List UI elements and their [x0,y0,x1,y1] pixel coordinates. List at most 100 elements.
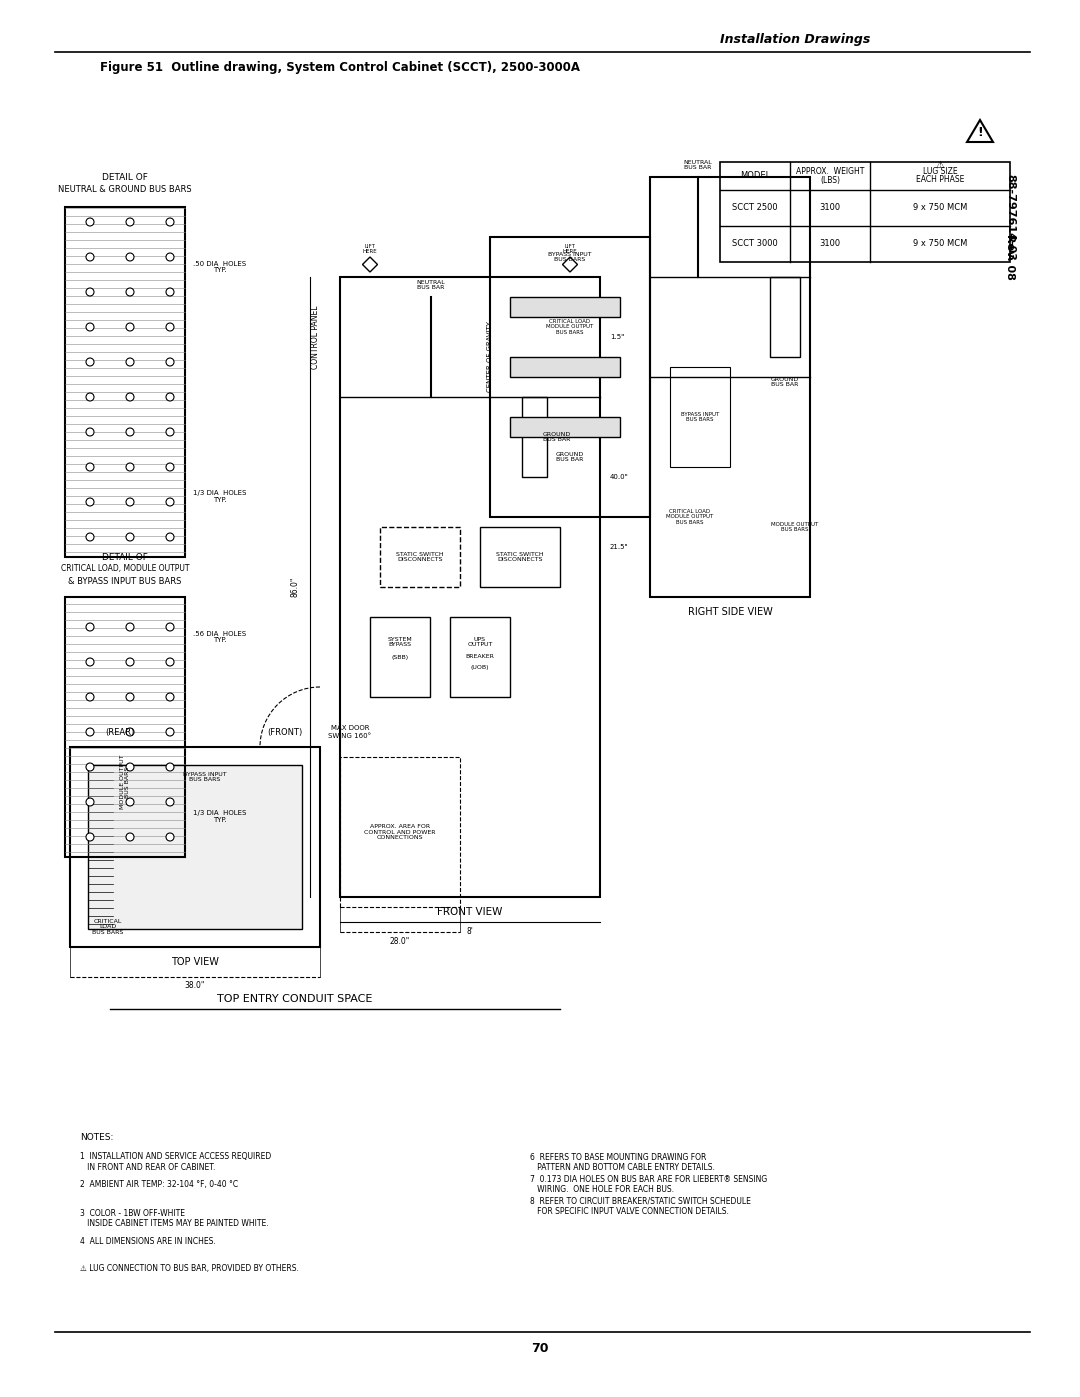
Text: MAX DOOR
SWING 160°: MAX DOOR SWING 160° [328,725,372,739]
Circle shape [166,323,174,331]
Circle shape [86,534,94,541]
Text: BREAKER: BREAKER [465,655,495,659]
Text: 3  COLOR - 1BW OFF-WHITE: 3 COLOR - 1BW OFF-WHITE [80,1208,185,1218]
Circle shape [166,393,174,401]
Bar [522,397,546,476]
Text: FOR SPECIFIC INPUT VALVE CONNECTION DETAILS.: FOR SPECIFIC INPUT VALVE CONNECTION DETA… [530,1207,729,1215]
Text: RIGHT SIDE VIEW: RIGHT SIDE VIEW [688,608,772,617]
Text: INSIDE CABINET ITEMS MAY BE PAINTED WHITE.: INSIDE CABINET ITEMS MAY BE PAINTED WHIT… [80,1218,269,1228]
Text: (FRONT): (FRONT) [268,728,302,736]
Text: 40.0": 40.0" [610,474,629,481]
Circle shape [86,358,94,366]
Circle shape [86,462,94,471]
Text: EACH PHASE: EACH PHASE [916,176,964,184]
Text: SCCT 2500: SCCT 2500 [732,204,778,212]
Bar [770,277,800,358]
Bar [510,416,620,437]
Circle shape [166,798,174,806]
Text: 1/3 DIA  HOLES
TYP.: 1/3 DIA HOLES TYP. [193,810,246,823]
Circle shape [86,693,94,701]
Text: PATTERN AND BOTTOM CABLE ENTRY DETAILS.: PATTERN AND BOTTOM CABLE ENTRY DETAILS. [530,1162,715,1172]
Text: 1.5": 1.5" [610,334,624,339]
Text: 3100: 3100 [820,204,840,212]
Text: DETAIL OF: DETAIL OF [103,172,148,182]
Text: CRITICAL LOAD
MODULE OUTPUT
BUS BARS: CRITICAL LOAD MODULE OUTPUT BUS BARS [666,509,714,525]
Text: DETAIL OF: DETAIL OF [103,552,148,562]
Text: (LBS): (LBS) [820,176,840,184]
Text: IN FRONT AND REAR OF CABINET.: IN FRONT AND REAR OF CABINET. [80,1162,215,1172]
Circle shape [86,833,94,841]
Text: BYPASS INPUT
BUS BARS: BYPASS INPUT BUS BARS [184,771,227,782]
Circle shape [86,763,94,771]
Bar [490,237,650,517]
Bar [340,277,600,897]
Circle shape [126,358,134,366]
Text: (SBB): (SBB) [391,655,408,659]
Text: 3100: 3100 [820,239,840,249]
Bar [380,527,460,587]
Circle shape [86,623,94,631]
Text: 28.0": 28.0" [390,937,410,947]
Text: APPROX.  WEIGHT: APPROX. WEIGHT [796,168,864,176]
Circle shape [166,497,174,506]
Text: UPS
OUTPUT: UPS OUTPUT [468,637,492,647]
Text: CRITICAL LOAD, MODULE OUTPUT: CRITICAL LOAD, MODULE OUTPUT [60,564,189,574]
Circle shape [86,497,94,506]
Bar [65,597,185,856]
Text: Rev. 08: Rev. 08 [1005,235,1015,279]
Text: Installation Drawings: Installation Drawings [719,32,870,46]
Text: TOP VIEW: TOP VIEW [171,957,219,967]
Text: FRONT VIEW: FRONT VIEW [437,907,502,916]
Bar [670,367,730,467]
Bar [510,358,620,377]
Text: CENTER OF GRAVITY: CENTER OF GRAVITY [487,321,492,393]
Bar [650,177,810,597]
Circle shape [86,218,94,226]
Text: (UOB): (UOB) [471,665,489,669]
Bar [70,747,320,947]
Text: SYSTEM
BYPASS: SYSTEM BYPASS [388,637,413,647]
Circle shape [166,288,174,296]
Text: BYPASS INPUT
BUS BARS: BYPASS INPUT BUS BARS [680,412,719,422]
Circle shape [166,833,174,841]
Text: GROUND
BUS BAR: GROUND BUS BAR [771,377,799,387]
Circle shape [126,763,134,771]
Text: 1  INSTALLATION AND SERVICE ACCESS REQUIRED: 1 INSTALLATION AND SERVICE ACCESS REQUIR… [80,1153,271,1161]
Text: 9 x 750 MCM: 9 x 750 MCM [913,204,968,212]
Circle shape [126,462,134,471]
Circle shape [166,427,174,436]
Text: LIFT
HERE: LIFT HERE [363,243,377,254]
Text: .50 DIA  HOLES
TYP.: .50 DIA HOLES TYP. [193,260,246,274]
Circle shape [86,658,94,666]
Text: TOP ENTRY CONDUIT SPACE: TOP ENTRY CONDUIT SPACE [217,995,373,1004]
Text: ⚠: ⚠ [935,161,944,170]
Circle shape [126,833,134,841]
Text: .56 DIA  HOLES
TYP.: .56 DIA HOLES TYP. [193,630,246,644]
Bar [480,527,561,587]
Text: GROUND
BUS BAR: GROUND BUS BAR [556,451,584,462]
Circle shape [166,763,174,771]
Text: 88-797614-03: 88-797614-03 [1005,173,1015,260]
Bar [340,757,460,907]
Text: MODULE OUTPUT
BUS BARS: MODULE OUTPUT BUS BARS [120,754,131,809]
Text: CRITICAL LOAD
MODULE OUTPUT
BUS BARS: CRITICAL LOAD MODULE OUTPUT BUS BARS [546,319,594,335]
Circle shape [166,218,174,226]
Circle shape [126,728,134,736]
Text: 8  REFER TO CIRCUIT BREAKER/STATIC SWITCH SCHEDULE: 8 REFER TO CIRCUIT BREAKER/STATIC SWITCH… [530,1196,751,1206]
Circle shape [86,393,94,401]
Text: NEUTRAL
BUS BAR: NEUTRAL BUS BAR [684,159,713,170]
Circle shape [86,427,94,436]
Text: LIFT
HERE: LIFT HERE [563,243,578,254]
Circle shape [86,253,94,261]
Text: STATIC SWITCH
DISCONNECTS: STATIC SWITCH DISCONNECTS [396,552,444,563]
Text: APPROX. AREA FOR
CONTROL AND POWER
CONNECTIONS: APPROX. AREA FOR CONTROL AND POWER CONNE… [364,824,435,841]
Text: (REAR): (REAR) [106,728,135,736]
Text: & BYPASS INPUT BUS BARS: & BYPASS INPUT BUS BARS [68,577,181,585]
Text: WIRING.  ONE HOLE FOR EACH BUS.: WIRING. ONE HOLE FOR EACH BUS. [530,1185,674,1193]
Circle shape [86,728,94,736]
Text: NOTES:: NOTES: [80,1133,113,1141]
Circle shape [126,393,134,401]
Circle shape [126,218,134,226]
Text: MODEL: MODEL [740,172,770,180]
Circle shape [126,658,134,666]
